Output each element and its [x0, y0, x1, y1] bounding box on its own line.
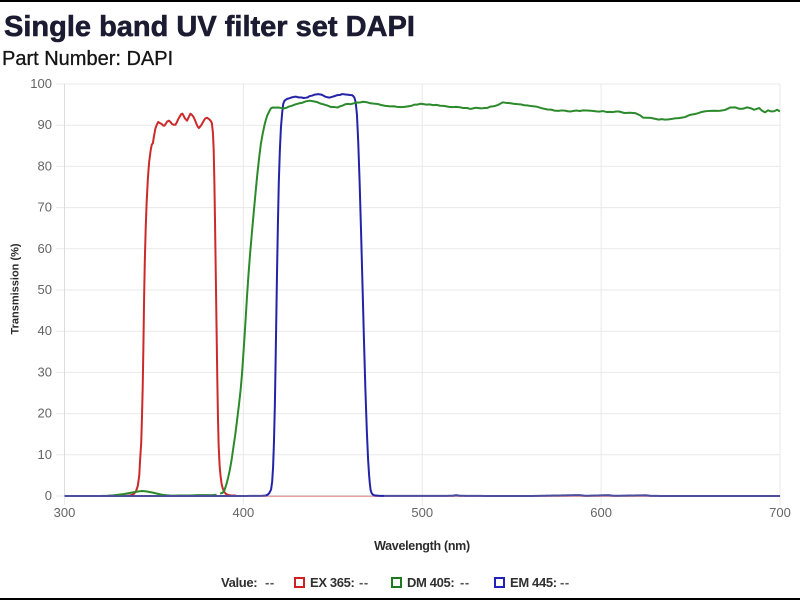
svg-text:400: 400: [233, 505, 255, 520]
svg-text:90: 90: [38, 117, 52, 132]
svg-text:20: 20: [38, 406, 52, 421]
svg-text:0: 0: [45, 488, 52, 503]
svg-text:80: 80: [38, 158, 52, 173]
svg-text:60: 60: [38, 241, 52, 256]
svg-text:Wavelength (nm): Wavelength (nm): [374, 539, 470, 553]
svg-text:700: 700: [769, 505, 791, 520]
svg-text:50: 50: [38, 282, 52, 297]
svg-text:Transmission (%): Transmission (%): [10, 243, 22, 334]
svg-text:40: 40: [38, 323, 52, 338]
svg-text:100: 100: [30, 76, 52, 91]
svg-text:10: 10: [38, 447, 52, 462]
svg-text:500: 500: [411, 505, 433, 520]
svg-text:70: 70: [38, 200, 52, 215]
svg-text:30: 30: [38, 364, 52, 379]
svg-text:600: 600: [590, 505, 612, 520]
svg-text:300: 300: [54, 505, 76, 520]
